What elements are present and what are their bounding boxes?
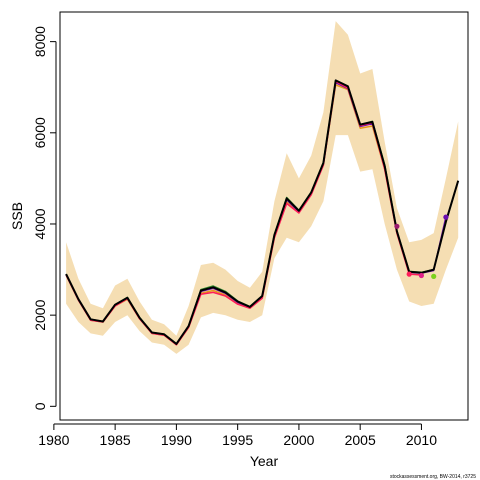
x-tick-label-1990: 1990 <box>161 432 192 448</box>
y-axis-title: SSB <box>9 202 25 230</box>
axes-layer: 1980 1985 1990 1995 2000 2005 2010 0 2000 4000 600… <box>32 26 437 448</box>
x-tick-label-2000: 2000 <box>283 432 314 448</box>
terminal-point-5 <box>443 214 449 220</box>
y-tick-label-0: 0 <box>32 402 48 410</box>
x-axis-title: Year <box>250 453 279 469</box>
x-tick-label-1980: 1980 <box>38 432 69 448</box>
terminal-point-3 <box>418 272 424 279</box>
y-tick-label-6000: 6000 <box>32 117 48 148</box>
terminal-point-4 <box>431 273 437 279</box>
x-tick-label-1985: 1985 <box>100 432 131 448</box>
x-tick-label-2010: 2010 <box>406 432 437 448</box>
y-tick-label-4000: 4000 <box>32 208 48 239</box>
x-tick-label-1995: 1995 <box>222 432 253 448</box>
series-line-5 <box>65 79 460 345</box>
confidence-band <box>66 21 459 354</box>
terminal-point-1 <box>394 223 400 229</box>
x-tick-label-2005: 2005 <box>345 432 376 448</box>
plot-frame <box>59 11 469 421</box>
y-tick-label-8000: 8000 <box>32 26 48 57</box>
y-tick-label-2000: 2000 <box>32 299 48 330</box>
footnote: stockassessment.org, BW-2014, r3725 <box>390 474 476 480</box>
terminal-point-2 <box>406 271 412 277</box>
confidence-band-layer <box>66 21 459 354</box>
series-lines-layer <box>65 79 460 346</box>
terminal-points-layer <box>394 214 449 279</box>
